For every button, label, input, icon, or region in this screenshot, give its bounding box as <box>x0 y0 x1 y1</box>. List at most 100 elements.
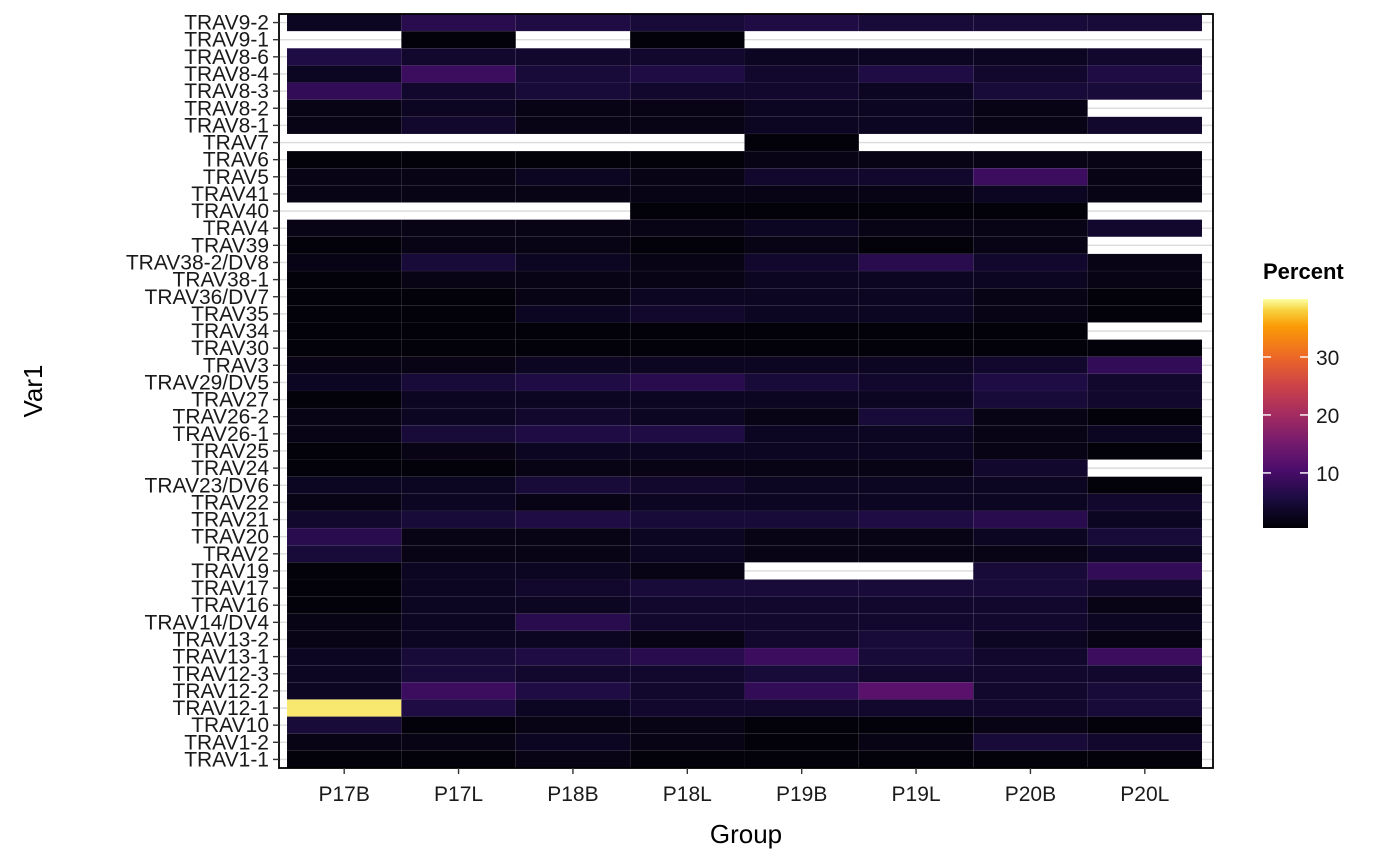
heatmap-cell <box>973 579 1088 597</box>
heatmap-cell <box>515 613 631 632</box>
heatmap-cell <box>286 82 402 100</box>
heatmap-cell <box>515 579 631 597</box>
heatmap-cell <box>858 647 974 666</box>
heatmap-cell <box>744 270 860 289</box>
heatmap-cell <box>858 65 974 83</box>
x-tick-label: P19L <box>892 783 941 806</box>
y-tick-label: TRAV12-2 <box>173 680 269 703</box>
heatmap-cell <box>858 339 974 357</box>
heatmap-cell <box>401 116 516 135</box>
heatmap-cell <box>515 236 631 255</box>
heatmap-cell <box>1087 716 1203 734</box>
heatmap-cell <box>858 322 974 340</box>
heatmap-cell <box>744 356 860 375</box>
y-tick-label: TRAV13-1 <box>173 646 269 669</box>
heatmap-cell <box>286 664 402 683</box>
heatmap-cell <box>629 65 745 83</box>
y-tick-label: TRAV3 <box>203 354 269 377</box>
heatmap-cell <box>401 30 516 49</box>
heatmap-cell <box>629 664 745 683</box>
heatmap-cell <box>629 630 745 649</box>
y-tick-label: TRAV9-2 <box>184 12 269 35</box>
heatmap-cell <box>973 270 1088 289</box>
heatmap-cell <box>973 82 1088 100</box>
heatmap-cell <box>286 716 402 734</box>
heatmap-cell <box>401 682 516 700</box>
heatmap-cell <box>629 459 745 477</box>
heatmap-cell <box>1087 150 1203 169</box>
heatmap-cell <box>973 699 1088 717</box>
x-tick-label: P18B <box>547 783 598 806</box>
heatmap-cell <box>973 527 1088 546</box>
y-tick-label: TRAV8-1 <box>184 114 269 137</box>
heatmap-cell <box>973 664 1088 683</box>
heatmap-cell <box>515 13 631 32</box>
heatmap-cells <box>286 13 1203 769</box>
heatmap-cell <box>744 630 860 649</box>
heatmap-cell <box>515 253 631 272</box>
heatmap-cell <box>744 13 860 32</box>
heatmap-cell <box>286 236 402 255</box>
heatmap-cell <box>1087 733 1203 752</box>
heatmap-cell <box>401 425 516 443</box>
heatmap-cell <box>1087 579 1203 597</box>
heatmap-cell <box>401 476 516 495</box>
heatmap-cell <box>858 167 974 186</box>
heatmap-cell <box>973 65 1088 83</box>
heatmap-cell <box>629 356 745 375</box>
heatmap-cell <box>858 356 974 375</box>
heatmap-cell <box>286 596 402 615</box>
heatmap-cell <box>744 116 860 135</box>
heatmap-cell <box>401 613 516 632</box>
heatmap-cell <box>286 544 402 563</box>
heatmap-cell <box>973 48 1088 66</box>
heatmap-cell <box>401 48 516 66</box>
heatmap-cell <box>973 425 1088 443</box>
heatmap-cell <box>744 699 860 717</box>
heatmap-cell <box>286 219 402 238</box>
heatmap-cell <box>744 253 860 272</box>
heatmap-cell <box>515 699 631 717</box>
heatmap-cell <box>401 579 516 597</box>
heatmap-cell <box>1087 699 1203 717</box>
heatmap-cell <box>401 716 516 734</box>
heatmap-cell <box>286 339 402 357</box>
heatmap-cell <box>858 630 974 649</box>
heatmap-cell <box>858 425 974 443</box>
heatmap-cell <box>629 699 745 717</box>
y-tick-label: TRAV40 <box>191 200 269 223</box>
heatmap-cell <box>858 287 974 306</box>
y-tick-label: TRAV8-2 <box>184 97 269 120</box>
heatmap-cell <box>629 99 745 118</box>
heatmap-cell <box>286 630 402 649</box>
y-tick-label: TRAV2 <box>203 543 269 566</box>
heatmap-cell <box>401 219 516 238</box>
y-tick-label: TRAV9-1 <box>184 29 269 52</box>
heatmap-cell <box>401 305 516 323</box>
heatmap-cell <box>1087 476 1203 495</box>
heatmap-cell <box>1087 682 1203 700</box>
heatmap-cell <box>973 356 1088 375</box>
heatmap-cell <box>1087 510 1203 529</box>
heatmap-cell <box>744 510 860 529</box>
y-tick-label: TRAV8-6 <box>184 46 269 69</box>
heatmap-cell <box>286 373 402 392</box>
heatmap-cell <box>401 510 516 529</box>
y-tick-label: TRAV39 <box>191 234 269 257</box>
y-tick-label: TRAV8-3 <box>184 80 269 103</box>
heatmap-cell <box>286 476 402 495</box>
x-tick-label: P19B <box>776 783 827 806</box>
heatmap-cell <box>286 682 402 700</box>
heatmap-cell <box>744 133 860 152</box>
heatmap-cell <box>401 339 516 357</box>
heatmap-cell <box>401 750 516 769</box>
heatmap-cell <box>286 527 402 546</box>
heatmap-cell <box>515 339 631 357</box>
heatmap-cell <box>629 305 745 323</box>
y-tick-label: TRAV38-2/DV8 <box>126 251 269 274</box>
heatmap-cell <box>1087 596 1203 615</box>
heatmap-cell <box>515 150 631 169</box>
heatmap-cell <box>973 716 1088 734</box>
color-legend: Percent 10 20 30 <box>1263 259 1344 528</box>
